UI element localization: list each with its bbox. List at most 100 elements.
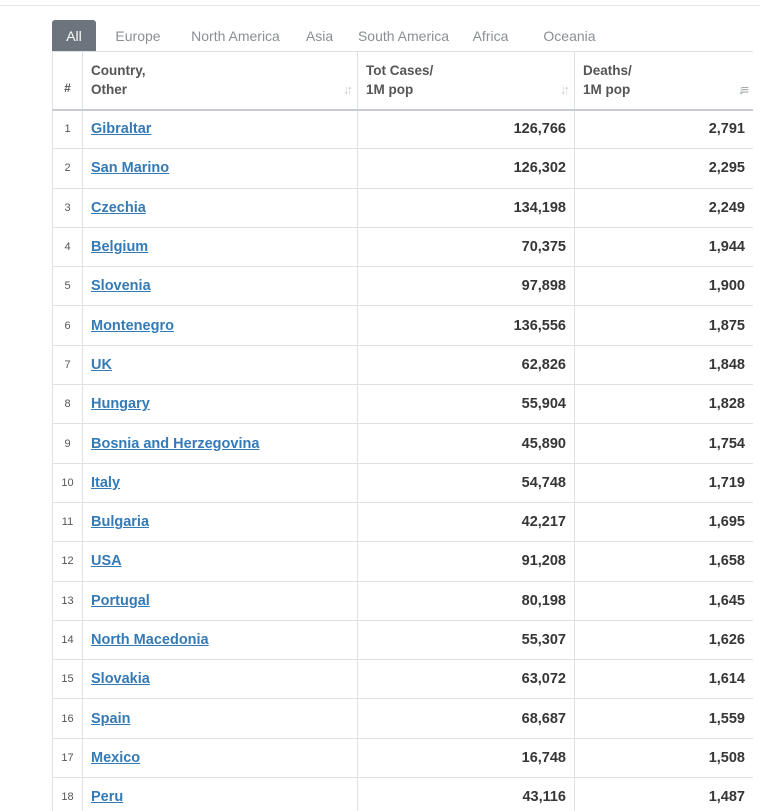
rank-cell: 18	[53, 778, 83, 811]
rank-cell: 4	[53, 227, 83, 266]
cases-per-million-cell: 80,198	[358, 581, 575, 620]
rank-cell: 1	[53, 110, 83, 149]
country-link[interactable]: San Marino	[91, 160, 169, 176]
country-link[interactable]: Czechia	[91, 200, 146, 216]
rank-cell: 12	[53, 542, 83, 581]
deaths-per-million-cell: 1,559	[575, 699, 754, 738]
deaths-per-million-cell: 1,487	[575, 778, 754, 811]
country-link[interactable]: Bosnia and Herzegovina	[91, 436, 259, 452]
deaths-per-million-cell: 1,848	[575, 345, 754, 384]
deaths-per-million-cell: 2,295	[575, 149, 754, 188]
deaths-per-million-cell: 1,614	[575, 660, 754, 699]
rank-header-label: #	[64, 81, 71, 95]
country-link[interactable]: Gibraltar	[91, 121, 151, 137]
sort-desc-icon[interactable]: ↓≡	[738, 80, 746, 99]
cases-header-line2: 1M pop	[366, 80, 566, 99]
cases-per-million-cell: 63,072	[358, 660, 575, 699]
rank-cell: 5	[53, 267, 83, 306]
deaths-per-million-cell: 1,695	[575, 502, 754, 541]
country-cell: Italy	[83, 463, 358, 502]
deaths-per-million-cell: 1,944	[575, 227, 754, 266]
cases-per-million-cell: 68,687	[358, 699, 575, 738]
country-link[interactable]: USA	[91, 553, 122, 569]
country-link[interactable]: Mexico	[91, 750, 140, 766]
countries-table-container[interactable]: # Country, Other ↓↑ Tot Cases/ 1M pop ↓↑…	[52, 51, 753, 811]
rank-cell: 13	[53, 581, 83, 620]
tab-asia[interactable]: Asia	[291, 20, 348, 51]
country-link[interactable]: Slovenia	[91, 278, 151, 294]
deaths-per-million-cell: 1,875	[575, 306, 754, 345]
deaths-per-million-cell: 1,828	[575, 385, 754, 424]
country-header-line1: Country,	[91, 61, 349, 80]
country-link[interactable]: Belgium	[91, 239, 148, 255]
cases-per-million-cell: 54,748	[358, 463, 575, 502]
rank-cell: 17	[53, 738, 83, 777]
rank-cell: 3	[53, 188, 83, 227]
cases-per-million-cell: 97,898	[358, 267, 575, 306]
country-cell: Montenegro	[83, 306, 358, 345]
deaths-per-million-cell: 1,754	[575, 424, 754, 463]
deaths-header-line2: 1M pop	[583, 80, 745, 99]
country-link[interactable]: Bulgaria	[91, 514, 149, 530]
tab-oceania[interactable]: Oceania	[522, 20, 617, 51]
rank-cell: 8	[53, 385, 83, 424]
country-link[interactable]: Italy	[91, 475, 120, 491]
sort-icon[interactable]: ↓↑	[343, 80, 350, 99]
country-cell: UK	[83, 345, 358, 384]
country-link[interactable]: Montenegro	[91, 318, 174, 334]
cases-per-million-cell: 42,217	[358, 502, 575, 541]
tab-europe[interactable]: Europe	[96, 20, 180, 51]
deaths-per-million-cell: 2,249	[575, 188, 754, 227]
cases-per-million-cell: 62,826	[358, 345, 575, 384]
cases-per-million-cell: 43,116	[358, 778, 575, 811]
country-link[interactable]: UK	[91, 357, 112, 373]
country-link[interactable]: Portugal	[91, 593, 150, 609]
cases-per-million-cell: 55,904	[358, 385, 575, 424]
deaths-header[interactable]: Deaths/ 1M pop ↓≡	[575, 52, 754, 110]
country-link[interactable]: Hungary	[91, 396, 150, 412]
country-cell: Peru	[83, 778, 358, 811]
rank-cell: 16	[53, 699, 83, 738]
cases-header[interactable]: Tot Cases/ 1M pop ↓↑	[358, 52, 575, 110]
countries-table: # Country, Other ↓↑ Tot Cases/ 1M pop ↓↑…	[52, 51, 753, 811]
tab-south-america[interactable]: South America	[348, 20, 459, 51]
tab-africa[interactable]: Africa	[459, 20, 522, 51]
cases-per-million-cell: 136,556	[358, 306, 575, 345]
cases-per-million-cell: 55,307	[358, 620, 575, 659]
country-cell: Belgium	[83, 227, 358, 266]
table-header-row: # Country, Other ↓↑ Tot Cases/ 1M pop ↓↑…	[53, 52, 754, 110]
rank-cell: 9	[53, 424, 83, 463]
cases-per-million-cell: 70,375	[358, 227, 575, 266]
cases-per-million-cell: 91,208	[358, 542, 575, 581]
deaths-per-million-cell: 1,508	[575, 738, 754, 777]
cases-per-million-cell: 134,198	[358, 188, 575, 227]
deaths-per-million-cell: 2,791	[575, 110, 754, 149]
deaths-per-million-cell: 1,900	[575, 267, 754, 306]
deaths-per-million-cell: 1,626	[575, 620, 754, 659]
rank-cell: 14	[53, 620, 83, 659]
country-link[interactable]: North Macedonia	[91, 632, 209, 648]
country-header[interactable]: Country, Other ↓↑	[83, 52, 358, 110]
country-cell: Czechia	[83, 188, 358, 227]
sort-icon[interactable]: ↓↑	[560, 80, 567, 99]
tab-north-america[interactable]: North America	[180, 20, 291, 51]
cases-per-million-cell: 16,748	[358, 738, 575, 777]
country-link[interactable]: Slovakia	[91, 671, 150, 687]
country-link[interactable]: Peru	[91, 789, 123, 805]
country-link[interactable]: Spain	[91, 711, 130, 727]
tab-all[interactable]: All	[52, 20, 96, 51]
